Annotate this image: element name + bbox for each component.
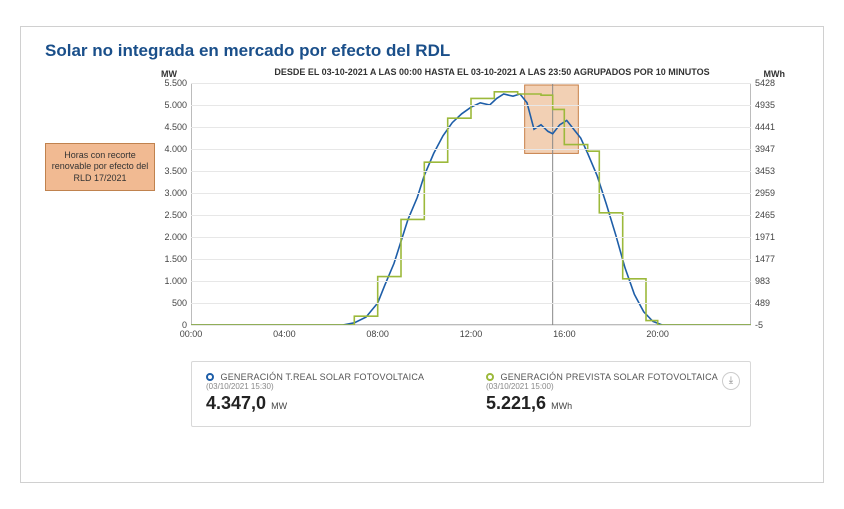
grid-line (191, 149, 751, 150)
y-left-tick-label: 1.000 (157, 276, 187, 286)
legend-real: GENERACIÓN T.REAL SOLAR FOTOVOLTAICA (03… (206, 372, 456, 414)
y-left-tick-label: 2.000 (157, 232, 187, 242)
y-right-tick-label: 1477 (755, 254, 785, 264)
legend-prevista-number: 5.221,6 (486, 393, 546, 413)
legend-real-name-row: GENERACIÓN T.REAL SOLAR FOTOVOLTAICA (206, 372, 456, 382)
y-right-tick-label: 1971 (755, 232, 785, 242)
chart-area: MW MWh 0-55004891.0009831.50014772.00019… (191, 83, 751, 343)
grid-line (191, 171, 751, 172)
y-right-tick-label: -5 (755, 320, 785, 330)
y-left-tick-label: 3.500 (157, 166, 187, 176)
legend-panel: GENERACIÓN T.REAL SOLAR FOTOVOLTAICA (03… (191, 361, 751, 427)
x-tick-label: 04:00 (273, 329, 296, 339)
grid-line (191, 193, 751, 194)
legend-prevista-ts: (03/10/2021 15:00) (486, 382, 736, 391)
y-right-tick-label: 5428 (755, 78, 785, 88)
legend-real-unit: MW (271, 401, 287, 411)
y-left-tick-label: 3.000 (157, 188, 187, 198)
grid-line (191, 83, 751, 84)
legend-prevista: GENERACIÓN PREVISTA SOLAR FOTOVOLTAICA (… (486, 372, 736, 414)
chart-block: MW MWh 0-55004891.0009831.50014772.00019… (179, 83, 799, 427)
y-right-tick-label: 983 (755, 276, 785, 286)
slide-frame: Solar no integrada en mercado por efecto… (20, 26, 824, 483)
x-tick-label: 16:00 (553, 329, 576, 339)
legend-real-value: 4.347,0 MW (206, 393, 456, 414)
legend-real-name: GENERACIÓN T.REAL SOLAR FOTOVOLTAICA (221, 372, 425, 382)
legend-prevista-name-row: GENERACIÓN PREVISTA SOLAR FOTOVOLTAICA (486, 372, 736, 382)
y-left-tick-label: 1.500 (157, 254, 187, 264)
content-row: Horas con recorte renovable por efecto d… (45, 83, 799, 427)
y-left-tick-label: 4.500 (157, 122, 187, 132)
y-right-tick-label: 2465 (755, 210, 785, 220)
y-right-tick-label: 3453 (755, 166, 785, 176)
grid-line (191, 303, 751, 304)
y-left-tick-label: 500 (157, 298, 187, 308)
legend-real-ts: (03/10/2021 15:30) (206, 382, 456, 391)
grid-line (191, 127, 751, 128)
x-tick-label: 12:00 (460, 329, 483, 339)
y-left-tick-label: 2.500 (157, 210, 187, 220)
legend-real-number: 4.347,0 (206, 393, 266, 413)
grid-line (191, 237, 751, 238)
download-icon[interactable]: ⤓ (722, 372, 740, 390)
legend-marker-prevista-icon (486, 373, 494, 381)
legend-marker-real-icon (206, 373, 214, 381)
callout-curtailment-hours: Horas con recorte renovable por efecto d… (45, 143, 155, 191)
x-tick-label: 20:00 (646, 329, 669, 339)
legend-prevista-value: 5.221,6 MWh (486, 393, 736, 414)
chart-title-range: DESDE EL 03-10-2021 A LAS 00:00 HASTA EL… (185, 67, 799, 77)
y-right-tick-label: 4441 (755, 122, 785, 132)
chart-svg (191, 83, 751, 325)
y-right-tick-label: 4935 (755, 100, 785, 110)
grid-line (191, 259, 751, 260)
y-left-tick-label: 5.000 (157, 100, 187, 110)
y-right-tick-label: 489 (755, 298, 785, 308)
grid-line (191, 325, 751, 326)
page-title: Solar no integrada en mercado por efecto… (45, 41, 799, 61)
grid-line (191, 281, 751, 282)
x-tick-label: 08:00 (366, 329, 389, 339)
legend-prevista-name: GENERACIÓN PREVISTA SOLAR FOTOVOLTAICA (501, 372, 718, 382)
y-right-tick-label: 2959 (755, 188, 785, 198)
grid-line (191, 215, 751, 216)
legend-prevista-unit: MWh (551, 401, 572, 411)
y-right-tick-label: 3947 (755, 144, 785, 154)
y-left-tick-label: 4.000 (157, 144, 187, 154)
series-real (191, 94, 751, 325)
y-left-tick-label: 5.500 (157, 78, 187, 88)
x-tick-label: 00:00 (180, 329, 203, 339)
grid-line (191, 105, 751, 106)
